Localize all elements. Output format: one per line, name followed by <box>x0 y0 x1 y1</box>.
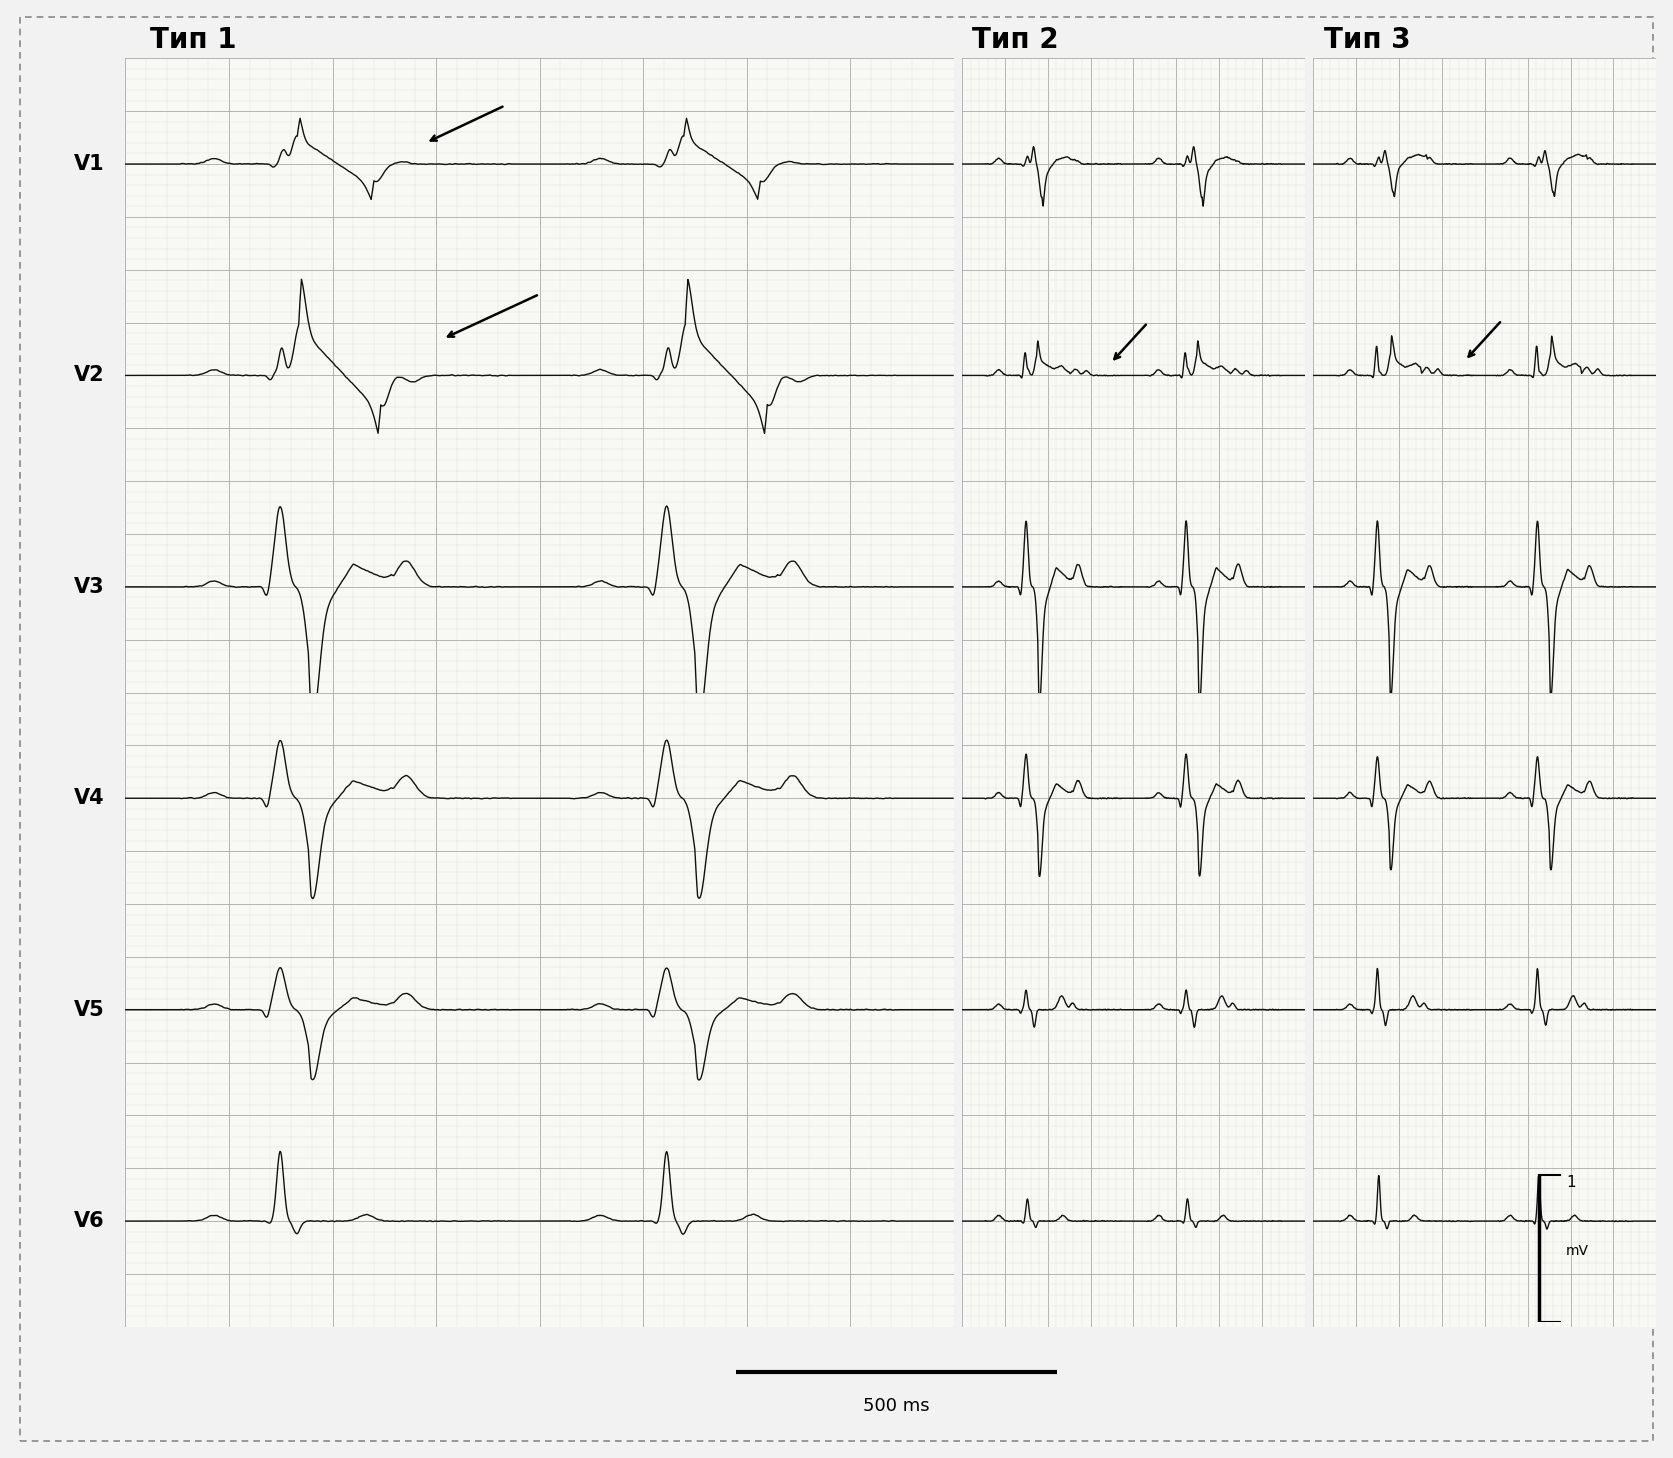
Text: V4: V4 <box>74 789 105 808</box>
Text: Тип 3: Тип 3 <box>1323 26 1410 54</box>
Text: 1: 1 <box>1566 1175 1576 1190</box>
Text: Тип 1: Тип 1 <box>151 26 238 54</box>
Text: 500 ms: 500 ms <box>863 1397 930 1414</box>
Text: V6: V6 <box>74 1212 105 1231</box>
Text: V1: V1 <box>74 155 105 174</box>
Text: V2: V2 <box>74 366 105 385</box>
Text: V3: V3 <box>74 577 105 596</box>
Text: Тип 2: Тип 2 <box>972 26 1059 54</box>
Text: V5: V5 <box>74 1000 105 1019</box>
Text: mV: mV <box>1566 1244 1589 1258</box>
